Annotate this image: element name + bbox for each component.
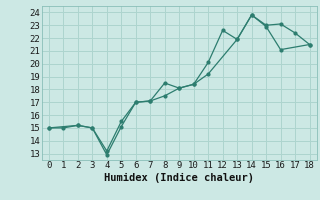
X-axis label: Humidex (Indice chaleur): Humidex (Indice chaleur) [104, 173, 254, 183]
